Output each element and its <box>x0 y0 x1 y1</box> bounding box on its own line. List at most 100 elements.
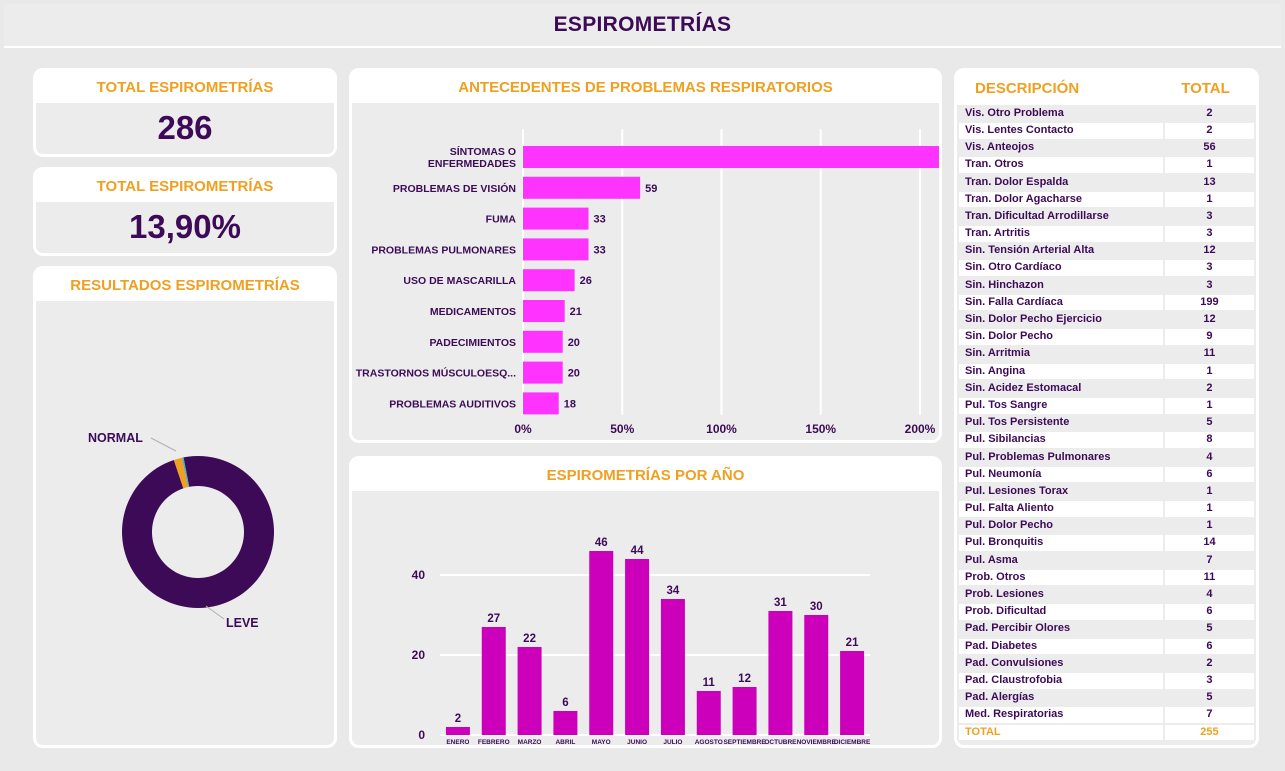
table-row: Sin. Acidez Estomacal 2 <box>959 380 1254 397</box>
table-row: Vis. Otro Problema 2 <box>959 105 1254 122</box>
table-cell-descripcion: Pad. Percibir Olores <box>959 621 1163 638</box>
table-cell-total: 3 <box>1164 260 1254 277</box>
table-row: Sin. Dolor Pecho Ejercicio 12 <box>959 311 1254 328</box>
table-cell-descripcion: Pad. Claustrofobia <box>959 672 1163 689</box>
table-row: Vis. Anteojos 56 <box>959 139 1254 156</box>
antecedentes-bar-chart: 0%50%100%150%200%213SÍNTOMAS OENFERMEDAD… <box>356 129 939 436</box>
descripcion-table: DESCRIPCIÓN TOTAL Vis. Otro Problema 2 Vis… <box>957 71 1256 741</box>
resultados-donut-chart: NORMAL LEVE <box>88 431 275 630</box>
bar-value-label: 59 <box>645 183 657 195</box>
table-cell-total: 6 <box>1164 638 1254 655</box>
category-label: SÍNTOMAS O <box>450 145 516 158</box>
category-label: PROBLEMAS AUDITIVOS <box>389 398 516 410</box>
table-row: Pul. Falta Aliento 1 <box>959 500 1254 517</box>
table-cell-total: 2 <box>1164 380 1254 397</box>
table-cell-descripcion: Prob. Otros <box>959 569 1163 586</box>
table-cell-descripcion: Pul. Bronquitis <box>959 535 1163 552</box>
table-cell-descripcion: Vis. Anteojos <box>959 140 1163 156</box>
antecedentes-title: ANTECEDENTES DE PROBLEMAS RESPIRATORIOS <box>352 71 939 103</box>
table-cell-descripcion: Vis. Lentes Contacto <box>959 122 1163 139</box>
table-cell-descripcion: Tran. Artritis <box>959 226 1163 242</box>
table-cell-total: 6 <box>1164 604 1254 620</box>
table-row: Sin. Falla Cardíaca 199 <box>959 294 1254 311</box>
bar <box>481 627 506 735</box>
category-label: USO DE MASCARILLA <box>403 275 516 287</box>
table-total-row: TOTAL 255 <box>959 724 1254 741</box>
donut-slice <box>122 456 275 608</box>
month-label: ENERO <box>446 739 469 745</box>
table-cell-total: 12 <box>1164 312 1254 328</box>
x-tick-label: 100% <box>706 422 737 436</box>
table-row: Tran. Artritis 3 <box>959 225 1254 242</box>
table-cell-total: 3 <box>1164 208 1254 225</box>
table-cell-total: 5 <box>1164 621 1254 638</box>
donut-label-normal: NORMAL <box>88 431 143 445</box>
y-tick-label: 40 <box>412 568 426 582</box>
bar-value-label: 33 <box>594 214 606 226</box>
table-cell-descripcion: Pul. Dolor Pecho <box>959 518 1163 534</box>
table-row: Pul. Asma 7 <box>959 552 1254 569</box>
table-cell-total: 199 <box>1164 294 1254 311</box>
table-cell-total: 56 <box>1164 140 1254 156</box>
table-cell-descripcion: Pul. Neumonía <box>959 466 1163 483</box>
kpi-percent-card: TOTAL ESPIROMETRÍAS 13,90% <box>33 167 337 256</box>
month-label: JULIO <box>663 739 682 745</box>
donut-label-leve: LEVE <box>226 616 259 630</box>
table-row: Pad. Convulsiones 2 <box>959 655 1254 672</box>
bar-value-label: 11 <box>703 677 716 689</box>
month-label: MAYO <box>592 739 611 745</box>
bar-value-label: 34 <box>667 585 680 597</box>
bar-value-label: 31 <box>774 597 787 609</box>
table-row: Pul. Lesiones Torax 1 <box>959 483 1254 500</box>
por-anio-panel: ESPIROMETRÍAS POR AÑO 0 20 40 2 ENERO 27 FEBRE… <box>349 456 942 748</box>
table-row: Prob. Lesiones 4 <box>959 586 1254 603</box>
table-cell-total: 9 <box>1164 329 1254 345</box>
x-tick-label: 150% <box>805 422 836 436</box>
month-label: SEPTIEMBRE <box>723 739 766 745</box>
category-label: PADECIMIENTOS <box>429 337 516 349</box>
bar-value-label: 6 <box>562 697 568 709</box>
bar <box>732 687 757 735</box>
bar <box>523 146 939 168</box>
table-cell-total: 7 <box>1164 552 1254 569</box>
table-cell-descripcion: Prob. Dificultad <box>959 604 1163 620</box>
bar-value-label: 46 <box>595 537 608 549</box>
category-label: PROBLEMAS PULMONARES <box>371 244 516 256</box>
kpi-total-card: TOTAL ESPIROMETRÍAS 286 <box>33 68 337 157</box>
bar-value-label: 20 <box>568 337 580 349</box>
descripcion-table-panel: DESCRIPCIÓN TOTAL Vis. Otro Problema 2 Vis… <box>954 68 1259 748</box>
kpi-total-title: TOTAL ESPIROMETRÍAS <box>36 71 334 103</box>
bar <box>523 238 589 261</box>
table-header-total: TOTAL <box>1181 79 1230 97</box>
table-cell-descripcion: Pul. Lesiones Torax <box>959 483 1163 500</box>
table-cell-descripcion: Pad. Diabetes <box>959 638 1163 655</box>
table-cell-descripcion: Pul. Problemas Pulmonares <box>959 449 1163 466</box>
table-row: Sin. Otro Cardíaco 3 <box>959 260 1254 277</box>
month-label: JUNIO <box>627 739 647 745</box>
table-cell-total: 2 <box>1164 122 1254 139</box>
table-cell-total: 2 <box>1164 105 1254 122</box>
table-cell-descripcion: Sin. Hinchazon <box>959 277 1163 294</box>
bar <box>523 176 641 199</box>
table-row: Pul. Sibilancias 8 <box>959 432 1254 449</box>
dashboard-header: ESPIROMETRÍAS <box>4 4 1281 48</box>
table-row: Pul. Neumonía 6 <box>959 466 1254 483</box>
table-cell-descripcion: Prob. Lesiones <box>959 587 1163 603</box>
x-tick-label: 0% <box>514 422 532 436</box>
table-cell-total: 6 <box>1164 466 1254 483</box>
bar <box>589 551 614 735</box>
table-row: Prob. Otros 11 <box>959 569 1254 586</box>
table-row: Pad. Alergías 5 <box>959 689 1254 706</box>
kpi-percent-value: 13,90% <box>129 208 241 245</box>
resultados-panel: RESULTADOS ESPIROMETRÍAS NORMAL LEVE <box>33 266 337 748</box>
bar <box>840 651 865 735</box>
table-cell-descripcion: Pad. Alergías <box>959 690 1163 706</box>
bar <box>523 300 565 322</box>
table-cell-descripcion: Tran. Dolor Agacharse <box>959 191 1163 208</box>
table-cell-total: 1 <box>1164 483 1254 500</box>
table-row: Pad. Diabetes 6 <box>959 638 1254 655</box>
table-row: Tran. Otros 1 <box>959 157 1254 174</box>
table-cell-descripcion: Sin. Tensión Arterial Alta <box>959 243 1163 259</box>
category-label: TRASTORNOS MÚSCULOESQ... <box>356 367 516 380</box>
kpi-total-value: 286 <box>157 109 213 146</box>
